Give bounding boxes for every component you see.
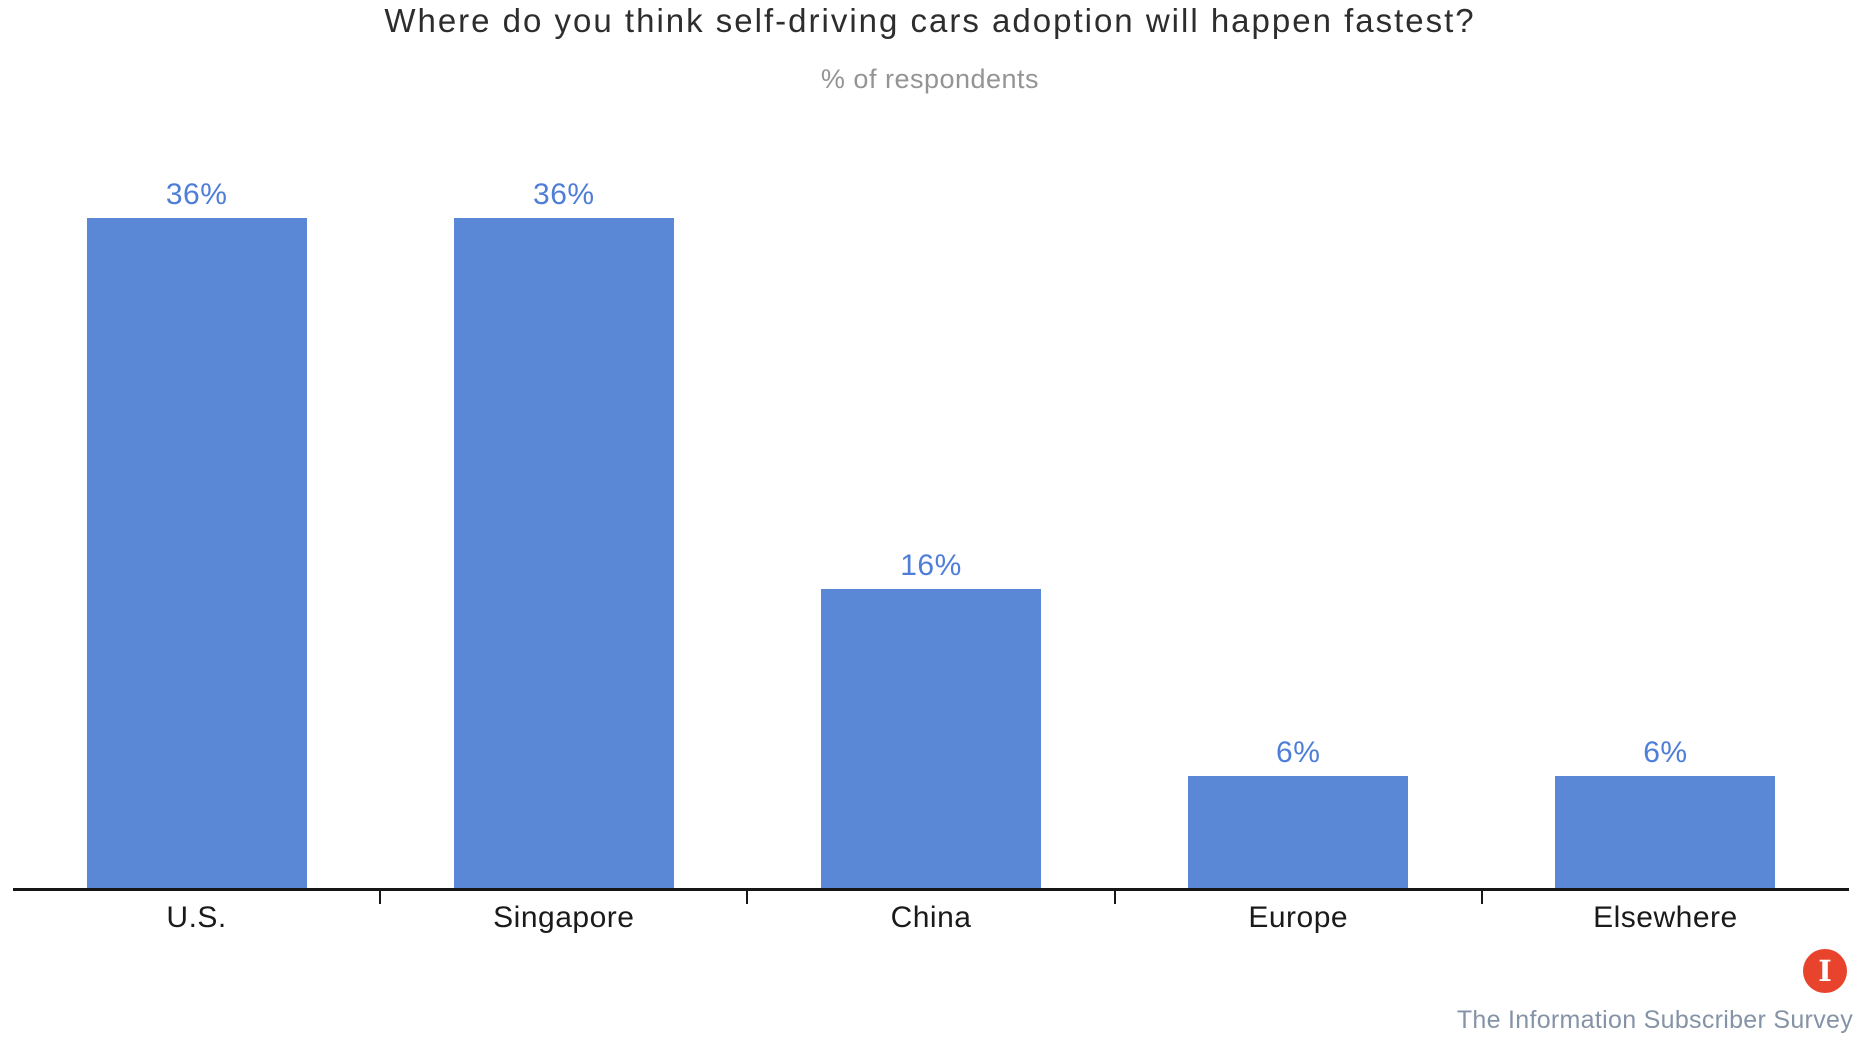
the-information-logo-icon: I: [1803, 949, 1847, 993]
axis-tick: [746, 891, 749, 904]
category-label: Elsewhere: [1593, 901, 1738, 934]
x-axis-labels: U.S. Singapore China Europe Elsewhere: [13, 901, 1849, 935]
bar-value-label: 16%: [900, 549, 962, 583]
source-attribution: The Information Subscriber Survey: [1456, 1006, 1853, 1034]
x-axis-line: [13, 888, 1849, 904]
bar-value-label: 36%: [165, 178, 228, 211]
bar: [1555, 776, 1776, 888]
chart-subtitle: % of respondents: [820, 64, 1040, 94]
bar-value-label: 6%: [1276, 736, 1321, 769]
bar-value-label: 36%: [533, 178, 595, 211]
axis-tick: [1113, 891, 1116, 904]
bar: [1188, 776, 1409, 888]
bar: [453, 218, 674, 888]
bar: [821, 589, 1041, 888]
bar-value-label: 6%: [1643, 736, 1688, 769]
bar-group: 16%: [747, 178, 1114, 888]
category-label: Singapore: [493, 901, 635, 934]
category-label: Europe: [1248, 901, 1349, 934]
logo-letter: I: [1818, 953, 1832, 988]
category-label: China: [890, 901, 972, 934]
category-label: U.S.: [166, 901, 227, 934]
bar-group: 36%: [380, 178, 747, 888]
axis-tick: [1480, 891, 1483, 904]
bar-group: 6%: [1115, 178, 1482, 888]
bar-group: 6%: [1482, 178, 1849, 888]
chart-title: Where do you think self-driving cars ado…: [384, 2, 1476, 39]
bar-group: 36%: [13, 178, 380, 888]
axis-tick: [379, 891, 382, 904]
bar: [86, 218, 307, 888]
plot-area: 36% 36% 16% 6% 6%: [13, 178, 1849, 888]
